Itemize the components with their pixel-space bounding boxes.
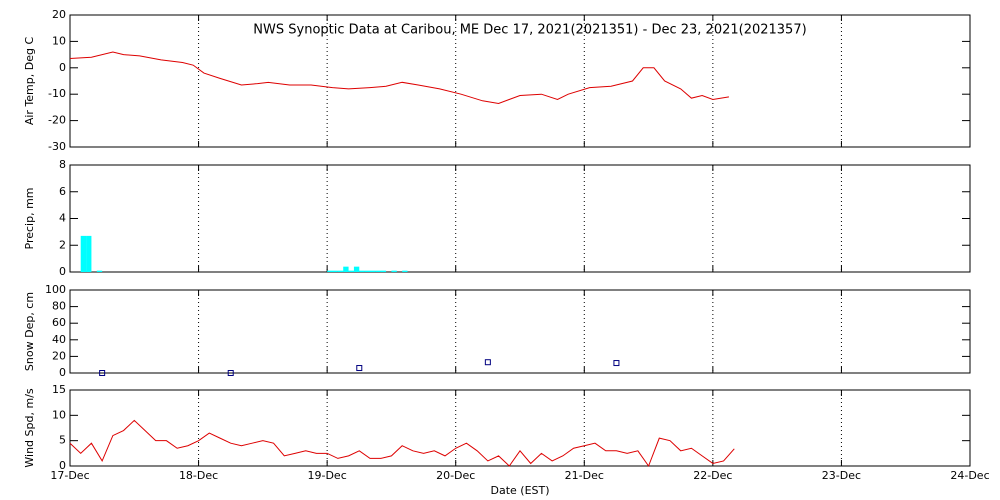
- bar: [370, 270, 376, 272]
- bar: [402, 270, 408, 272]
- y-tick-label: 0: [59, 459, 66, 472]
- y-tick-label: 100: [45, 283, 66, 296]
- y-tick-label: 8: [59, 158, 66, 171]
- y-tick-label: 40: [52, 333, 66, 346]
- bar: [380, 270, 387, 272]
- y-tick-label: 10: [52, 34, 66, 47]
- y-tick-label: 15: [52, 383, 66, 396]
- y-tick-label: -10: [48, 87, 66, 100]
- point: [99, 370, 106, 376]
- bar: [364, 270, 370, 272]
- y-tick-label: 10: [52, 408, 66, 421]
- bar: [327, 270, 333, 272]
- y-tick-label: 20: [52, 349, 66, 362]
- x-tick-label: 23-Dec: [822, 469, 861, 482]
- data-line: [69, 419, 735, 468]
- y-tick-label: 4: [59, 212, 66, 225]
- bar: [80, 235, 87, 272]
- x-tick-label: 20-Dec: [436, 469, 475, 482]
- bar: [337, 270, 344, 272]
- bar: [359, 270, 365, 272]
- y-tick-label: 80: [52, 300, 66, 313]
- y-tick-label: 0: [59, 61, 66, 74]
- x-tick-label: 18-Dec: [179, 469, 218, 482]
- y-tick-label: 0: [59, 265, 66, 278]
- bar: [332, 270, 338, 272]
- point: [484, 359, 491, 366]
- x-tick-label: 19-Dec: [308, 469, 347, 482]
- x-tick-label: 24-Dec: [950, 469, 989, 482]
- chart-title: NWS Synoptic Data at Caribou, ME Dec 17,…: [253, 23, 806, 38]
- point: [356, 365, 363, 372]
- bar: [343, 266, 349, 272]
- y-tick-label: 60: [52, 316, 66, 329]
- bar: [86, 235, 92, 272]
- point: [227, 370, 234, 376]
- y-axis-label: Air Temp, Deg C: [23, 37, 36, 126]
- y-tick-label: 6: [59, 185, 66, 198]
- x-tick-label: 22-Dec: [693, 469, 732, 482]
- data-line: [69, 51, 730, 104]
- point: [613, 360, 620, 367]
- y-tick-label: 5: [59, 434, 66, 447]
- y-tick-label: 0: [59, 366, 66, 379]
- x-tick-label: 17-Dec: [50, 469, 89, 482]
- panel-frame: [69, 164, 971, 273]
- x-tick-label: 21-Dec: [565, 469, 604, 482]
- bar: [391, 270, 397, 272]
- bar: [375, 270, 381, 272]
- y-tick-label: 20: [52, 8, 66, 21]
- y-tick-label: 2: [59, 238, 66, 251]
- bar: [353, 266, 360, 272]
- panel-frame: [69, 14, 971, 148]
- y-axis-label: Precip, mm: [23, 188, 36, 250]
- panel-frame: [69, 389, 971, 467]
- y-tick-label: -20: [48, 114, 66, 127]
- panel-frame: [69, 289, 971, 374]
- x-axis-label: Date (EST): [490, 484, 549, 497]
- y-tick-label: -30: [48, 140, 66, 153]
- y-axis-label: Wind Spd, m/s: [23, 388, 36, 468]
- bar: [348, 270, 354, 272]
- bar: [96, 270, 103, 272]
- y-axis-label: Snow Dep, cm: [23, 292, 36, 371]
